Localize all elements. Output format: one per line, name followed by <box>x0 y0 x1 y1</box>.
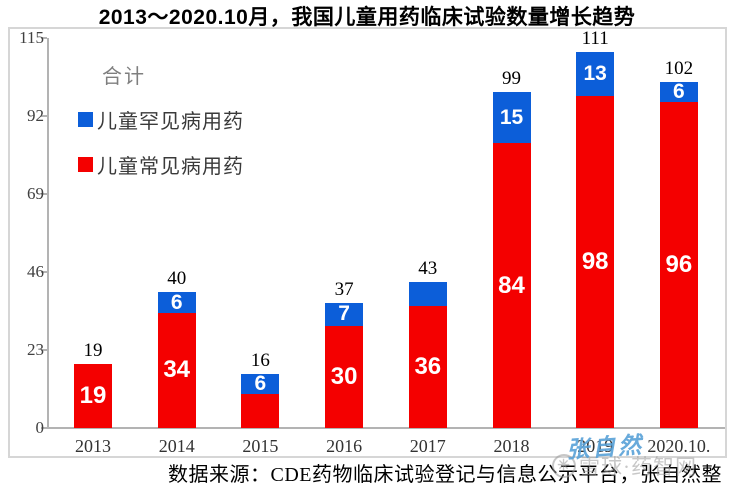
x-axis-label: 2015 <box>242 436 279 456</box>
y-tick-label: 92 <box>27 106 44 125</box>
x-axis-label: 2019 <box>577 436 614 456</box>
y-tick-label: 115 <box>19 28 44 47</box>
legend-label-common: 儿童常见病用药 <box>97 156 244 178</box>
bar-total-label: 111 <box>581 27 609 49</box>
bar-segment-rare: 6 <box>241 372 280 395</box>
x-axis-label: 2018 <box>493 436 530 456</box>
bar-total-label: 43 <box>418 258 438 280</box>
bar-segment-rare: 7 <box>325 302 364 327</box>
legend-item-rare: 儿童罕见病用药 <box>78 105 244 134</box>
watermark-author: 张自然 <box>565 431 645 463</box>
bar-total-label: 16 <box>250 349 270 371</box>
y-tick-label: 0 <box>35 418 45 437</box>
site-logo-icon: ✳ <box>552 454 576 478</box>
chart-title: 2013～2020.10月，我国儿童用药临床试验数量增长趋势 <box>98 6 636 29</box>
bar-segment-rare: 13 <box>576 51 615 96</box>
bar-total-label: 37 <box>334 278 354 300</box>
x-axis-label: 2014 <box>158 436 195 456</box>
y-tick-mark <box>41 427 47 429</box>
y-tick-label: 46 <box>27 262 44 281</box>
x-axis-label: 2017 <box>409 436 446 456</box>
bar-segment-rare: 15 <box>492 92 531 144</box>
bar-segment-common: 34 <box>157 312 196 428</box>
watermark-site-text: 雪球·药智网 <box>579 455 697 479</box>
bar-total-label: 99 <box>502 68 521 90</box>
y-tick-mark <box>41 37 47 39</box>
y-axis-line <box>47 38 49 428</box>
y-tick-mark <box>41 193 47 195</box>
legend-label-rare: 儿童罕见病用药 <box>97 111 244 133</box>
bar-segment-rare: 6 <box>157 291 196 314</box>
data-source-note: 数据来源：CDE药物临床试验登记与信息公示平台，张自然整理 <box>168 464 722 486</box>
x-axis-label: 2016 <box>326 436 363 456</box>
watermark-site: ✳ 雪球·药智网 <box>552 451 697 481</box>
bar-total-label: 102 <box>664 58 694 80</box>
bar-segment-common: 96 <box>659 102 698 428</box>
x-axis-label: 2020.10. <box>647 436 711 456</box>
bar-total-label: 19 <box>83 339 103 361</box>
x-axis-label: 2013 <box>75 436 111 456</box>
y-tick-mark <box>41 271 47 273</box>
legend: 合计 儿童罕见病用药 儿童常见病用药 <box>78 60 244 179</box>
bar-segment-rare: 6 <box>659 80 698 103</box>
x-axis-line <box>47 427 725 429</box>
legend-swatch-rare-icon <box>78 112 93 127</box>
legend-item-common: 儿童常见病用药 <box>78 150 244 179</box>
bar-segment-common: 84 <box>492 143 531 428</box>
bar-segment-common: 36 <box>408 305 447 428</box>
y-tick-mark <box>41 349 47 351</box>
bar-segment-common: 98 <box>576 95 615 428</box>
bar-segment-common: 19 <box>74 363 112 428</box>
bar-segment-common <box>241 394 280 428</box>
legend-swatch-common-icon <box>78 157 93 172</box>
y-tick-label: 69 <box>27 184 44 203</box>
legend-title: 合计 <box>102 66 146 88</box>
bar-segment-rare <box>408 282 447 306</box>
y-tick-mark <box>41 115 47 117</box>
bar-segment-common: 30 <box>325 326 364 428</box>
y-tick-label: 23 <box>27 340 44 359</box>
bar-total-label: 40 <box>167 268 187 290</box>
